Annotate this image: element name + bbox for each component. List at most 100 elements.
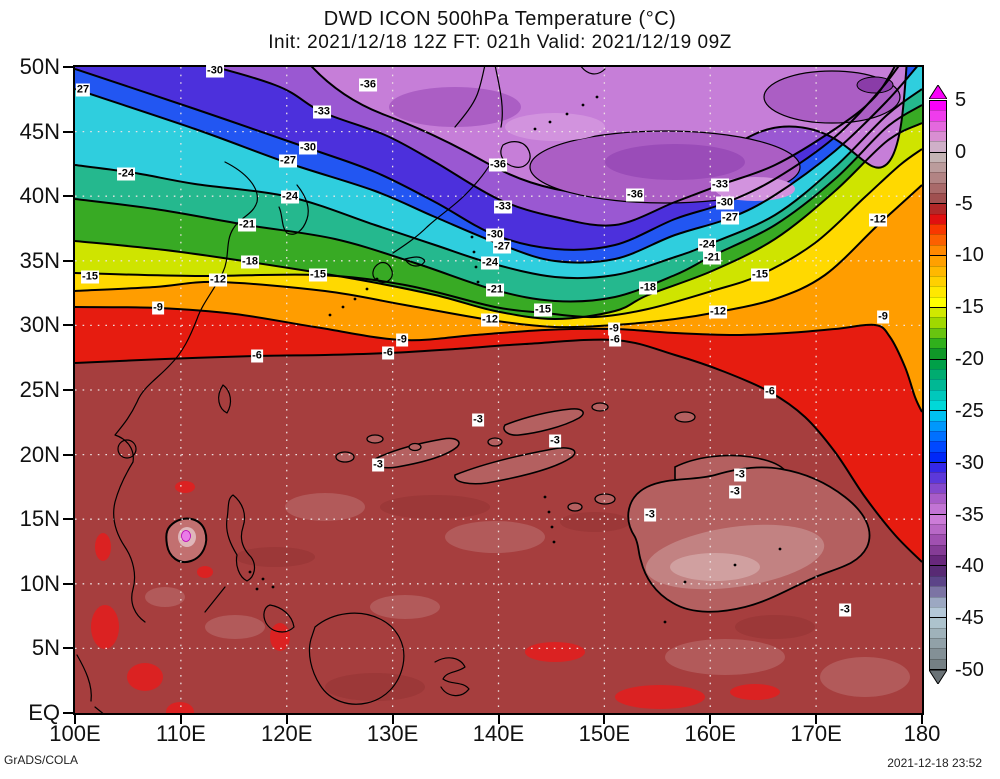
y-axis-label: 35N — [19, 247, 60, 273]
colorbar-cell — [930, 555, 946, 566]
colorbar-tick-label: -35 — [955, 503, 984, 526]
colorbar-cell — [930, 513, 946, 525]
y-axis-tick — [63, 389, 74, 391]
colorbar-cell — [930, 368, 946, 380]
y-axis-label: 10N — [19, 570, 60, 596]
island-dots — [248, 95, 782, 624]
y-axis-tick — [63, 259, 74, 262]
island-dot — [595, 95, 599, 99]
x-axis-label: 140E — [472, 721, 525, 746]
colorbar-cell — [930, 410, 946, 421]
colorbar-cell — [930, 348, 946, 359]
grads-credit: GrADS/COLA — [4, 753, 79, 767]
temperature-field — [75, 67, 922, 713]
x-axis-label: 150E — [578, 721, 631, 746]
x-axis-label: 100E — [49, 721, 101, 746]
island-dot — [533, 127, 537, 131]
colorbar-cell — [930, 337, 946, 349]
x-axis-tick — [603, 713, 606, 724]
warm-zone-features — [91, 402, 910, 713]
y-axis-tick — [63, 647, 74, 650]
colorbar-cell — [930, 224, 946, 235]
island-dot — [375, 277, 379, 281]
contour-line — [75, 306, 922, 413]
page-subtitle: Init: 2021/12/18 12Z FT: 021h Valid: 202… — [268, 32, 732, 53]
island-dot — [472, 250, 476, 254]
island-dot — [543, 495, 547, 499]
colorbar-cell — [930, 441, 946, 452]
island-dot — [255, 587, 259, 591]
colorbar-tick-label: -5 — [955, 192, 973, 215]
colorbar-tick-label: -15 — [955, 296, 984, 319]
island-dot — [663, 620, 667, 624]
colorbar-cell — [930, 379, 946, 390]
y-axis-label: 15N — [19, 506, 60, 532]
colorbar-tick-label: -30 — [955, 451, 984, 474]
colorbar-cell — [930, 524, 946, 535]
colorbar-tick-label: -25 — [955, 399, 984, 422]
colorbar-cell — [930, 296, 946, 307]
y-axis-label: 5N — [31, 635, 60, 661]
coldest-purple-zone — [310, 67, 908, 204]
island-dot — [271, 585, 275, 589]
colorbar-cell — [930, 327, 946, 338]
colorbar-cell — [930, 286, 946, 297]
y-axis-label: 45N — [19, 118, 60, 144]
y-axis-label: 25N — [19, 377, 60, 402]
graticule — [75, 67, 922, 713]
colorbar-cell — [930, 358, 946, 369]
x-axis-tick — [391, 713, 394, 724]
x-axis-tick — [497, 713, 500, 724]
colorbar-arrow-top — [929, 85, 947, 99]
island-dot — [778, 547, 782, 551]
y-axis-label: EQ — [28, 700, 60, 725]
contour-line — [75, 67, 900, 251]
colorbar-cell — [930, 101, 946, 111]
island-dot — [474, 265, 478, 269]
page-title: DWD ICON 500hPa Temperature (°C) — [323, 8, 677, 30]
colorbar-cell — [930, 131, 946, 142]
x-axis-tick — [179, 713, 182, 724]
island-dot — [328, 313, 332, 317]
island-dot — [733, 563, 737, 567]
y-axis-tick — [63, 130, 74, 133]
x-axis-tick — [815, 713, 818, 724]
x-axis-label: 110E — [156, 721, 206, 746]
x-axis-tick — [709, 713, 712, 724]
colorbar-tick-label: -40 — [955, 555, 984, 578]
island-dot — [552, 540, 556, 544]
colorbar-cell — [930, 203, 946, 214]
colorbar-cell — [930, 472, 946, 483]
x-axis-label: 170E — [790, 721, 842, 746]
contour-line — [75, 184, 922, 329]
colorbar-cell — [930, 451, 946, 463]
colorbar-cell — [930, 575, 946, 587]
colorbar-tick-label: -50 — [955, 659, 984, 681]
colorbar-cell — [930, 399, 946, 411]
colorbar-cell — [930, 586, 946, 597]
island-dot — [353, 297, 357, 301]
island-dot — [683, 580, 687, 584]
y-axis-label: 50N — [19, 54, 60, 79]
contour-line — [75, 67, 918, 264]
colorbar-cell — [930, 255, 946, 266]
typhoon-warm-core — [165, 517, 208, 563]
colorbar-cell — [930, 648, 946, 659]
contour-line — [211, 67, 896, 227]
island-dot — [341, 305, 345, 309]
island-dot — [548, 120, 552, 124]
colorbar-cell — [930, 234, 946, 245]
colorbar-cell — [930, 627, 946, 638]
island-dot — [261, 577, 265, 581]
y-axis-label: 40N — [19, 183, 60, 209]
island-dot — [476, 280, 480, 284]
colorbar — [929, 100, 947, 670]
colorbar-cell — [930, 462, 946, 473]
x-axis-tick — [74, 713, 76, 724]
y-axis-label: 20N — [19, 441, 60, 467]
colorbar-cell — [930, 606, 946, 618]
colorbar-cell — [930, 420, 946, 431]
y-axis-tick — [63, 324, 74, 327]
coastlines — [76, 67, 782, 713]
